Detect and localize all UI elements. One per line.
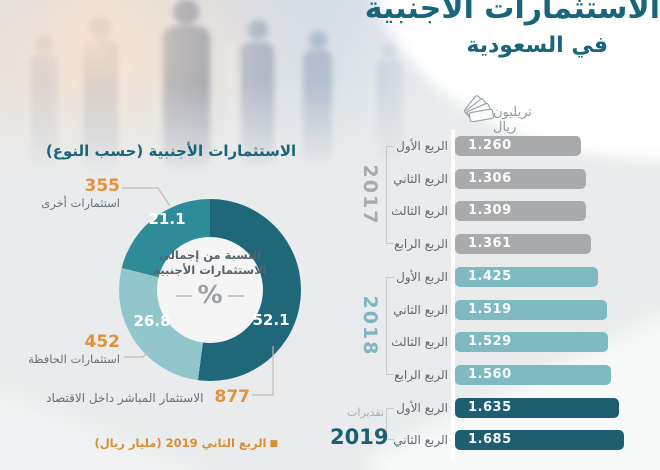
donut-hole [157,237,263,343]
quarter-label: الربع الثاني [393,302,448,317]
callout-other: 355 استثمارات أخرى [22,177,120,211]
quarter-value: 1.635 [468,399,512,415]
year-bracket [386,407,394,441]
slice-percent-other: 21.1 [148,210,186,228]
quarter-value: 1.306 [468,170,512,186]
year-label: 2019 [330,425,389,449]
quarter-bar: 1.685 [455,430,624,451]
callout-other-value: 355 [84,176,121,196]
quarter-label: الربع الرابع [394,367,448,382]
quarter-bar: 1.519 [455,299,607,320]
quarter-label: الربع الثاني [393,171,448,186]
quarter-value: 1.309 [468,203,512,219]
donut-center-line2: الاستثمارات الأجنبية [153,263,267,277]
banknotes-icon [464,95,494,122]
callout-direct-value: 877 [214,387,251,407]
slice-percent-portfolio: 26.8 [133,312,171,330]
quarter-value: 1.519 [468,301,512,317]
donut-footnote: ■الربع الثاني 2019 (مليار ريال) [94,436,278,450]
photo-fade-overlay [0,0,460,185]
quarter-value: 1.560 [468,366,512,382]
square-bullet-icon: ■ [269,439,278,449]
quarter-label: الربع الثاني [393,433,448,448]
quarter-value: 1.425 [468,268,512,284]
quarter-label: الربع الأول [396,269,448,284]
donut-heading: الاستثمارات الأجنبية (حسب النوع) [45,142,297,160]
callout-portfolio-label: استثمارات الحافظة [28,352,120,366]
callout-portfolio-value: 452 [84,332,121,352]
year-bracket [386,146,394,245]
callout-direct-label: الاستثمار المباشر داخل الاقتصاد [46,391,204,405]
quarter-bar: 1.309 [455,201,586,222]
callout-direct: 877 الاستثمار المباشر داخل الاقتصاد [45,387,250,407]
year-note: تقديرات [347,406,384,419]
bar-baseline-strip [451,130,455,460]
quarter-bar: 1.361 [455,234,592,255]
quarter-value: 1.260 [468,138,512,153]
quarter-bar: 1.260 [455,136,581,156]
quarter-value: 1.685 [468,432,512,448]
donut-center-text: النسبة من إجمالي الاستثمارات الأجنبية % [148,248,272,308]
year-bracket [386,276,394,375]
quarter-bar: 1.306 [455,168,586,189]
percent-symbol: % [148,282,272,308]
quarter-bar: 1.425 [455,266,598,287]
page-title: الاستثمارات الأجنبية [364,0,660,26]
donut-center-line1: النسبة من إجمالي [158,248,261,262]
quarter-value: 1.361 [468,236,512,252]
slice-percent-direct: 52.1 [252,311,290,329]
quarter-label: الربع الأول [396,400,448,415]
quarter-label: الربع الرابع [394,237,448,252]
quarter-label: الربع الثالث [391,204,448,219]
quarter-label: الربع الثالث [391,335,448,350]
page-subtitle: في السعودية [466,33,608,58]
quarter-bar: 1.560 [455,364,611,385]
year-label: 2018 [359,295,381,357]
callout-other-label: استثمارات أخرى [41,196,120,210]
callout-portfolio: 452 استثمارات الحافظة [22,333,120,367]
bar-chart-unit-label: تريليون ريال [493,105,532,135]
quarter-bar: 1.635 [455,397,619,418]
quarter-label: الربع الأول [396,139,448,153]
year-label: 2017 [359,164,381,226]
quarter-value: 1.529 [468,334,512,350]
quarter-bar: 1.529 [455,332,608,353]
